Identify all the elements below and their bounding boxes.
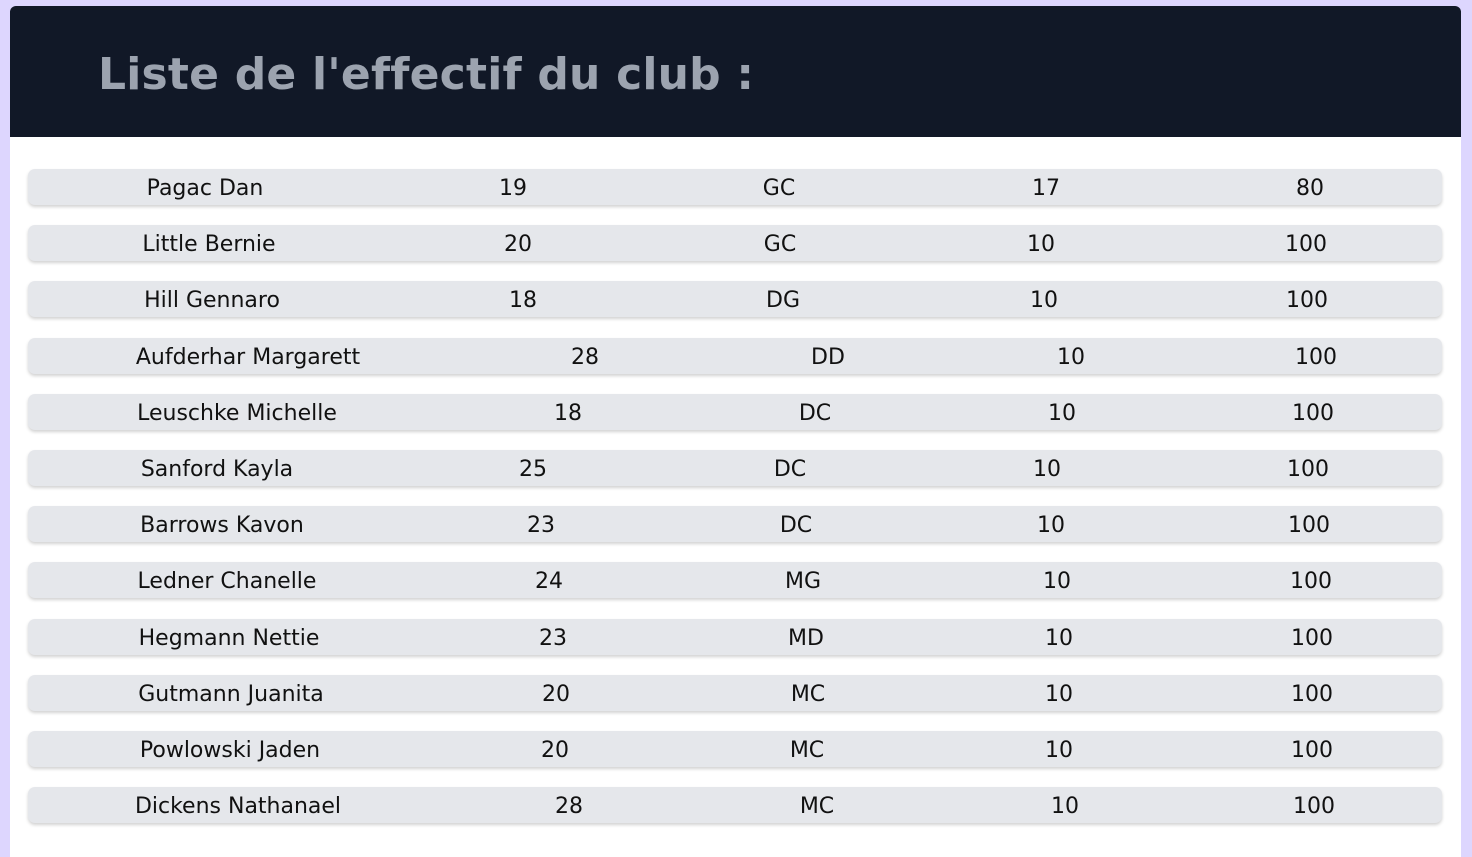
player-age: 28: [571, 344, 599, 370]
player-number: 10: [1051, 794, 1079, 820]
player-rating: 100: [1288, 513, 1330, 539]
player-position: MC: [789, 738, 825, 763]
player-position: MD: [788, 625, 824, 651]
player-name: Ledner Chanelle: [137, 569, 317, 595]
player-number: 10: [1045, 625, 1073, 651]
player-row[interactable]: Hegmann Nettie 23 MD 10 100: [28, 618, 1442, 655]
player-row[interactable]: Aufderhar Margarett 28 DD 10 100: [28, 337, 1442, 374]
player-row[interactable]: Gutmann Juanita 20 MC 10 100: [28, 674, 1442, 711]
player-name: Gutmann Juanita: [138, 681, 324, 707]
player-number: 10: [1045, 738, 1073, 763]
player-number: 10: [1037, 513, 1065, 539]
player-rating: 100: [1292, 400, 1334, 426]
player-row[interactable]: Leuschke Michelle 18 DC 10 100: [28, 393, 1442, 430]
player-name: Dickens Nathanael: [134, 794, 342, 820]
player-name: Aufderhar Margarett: [135, 344, 361, 370]
player-rating: 80: [1296, 176, 1324, 201]
player-position: GC: [762, 176, 796, 201]
player-position: DG: [766, 288, 800, 314]
player-name: Hill Gennaro: [144, 288, 280, 314]
player-number: 10: [1027, 232, 1055, 258]
player-number: 10: [1057, 344, 1085, 370]
roster-panel: Pagac Dan 19 GC 17 80 Little Bernie 20 GC 10 100 H…: [10, 137, 1461, 857]
player-row[interactable]: Hill Gennaro 18 DG 10 100: [28, 281, 1442, 318]
player-age: 25: [519, 457, 547, 482]
player-rating: 100: [1291, 625, 1333, 651]
player-age: 28: [555, 794, 583, 820]
player-position: DD: [811, 344, 845, 370]
player-position: MC: [790, 681, 826, 707]
player-name: Powlowski Jaden: [139, 738, 321, 763]
player-age: 24: [535, 569, 563, 595]
player-age: 23: [539, 625, 567, 651]
player-row[interactable]: Pagac Dan 19 GC 17 80: [28, 169, 1442, 205]
player-row[interactable]: Little Bernie 20 GC 10 100: [28, 225, 1442, 262]
player-row[interactable]: Sanford Kayla 25 DC 10 100: [28, 450, 1442, 486]
player-row[interactable]: Dickens Nathanael 28 MC 10 100: [28, 787, 1442, 824]
player-row[interactable]: Barrows Kavon 23 DC 10 100: [28, 506, 1442, 543]
player-number: 10: [1048, 400, 1076, 426]
player-rating: 100: [1286, 288, 1328, 314]
player-position: DC: [798, 400, 832, 426]
player-rating: 100: [1295, 344, 1337, 370]
player-name: Sanford Kayla: [140, 457, 294, 482]
player-number: 10: [1045, 681, 1073, 707]
player-name: Barrows Kavon: [140, 513, 304, 539]
player-rating: 100: [1291, 681, 1333, 707]
player-row[interactable]: Powlowski Jaden 20 MC 10 100: [28, 731, 1442, 767]
player-age: 20: [504, 232, 532, 258]
player-rating: 100: [1287, 457, 1329, 482]
player-name: Hegmann Nettie: [138, 625, 320, 651]
player-age: 23: [527, 513, 555, 539]
player-name: Pagac Dan: [146, 176, 264, 201]
player-position: GC: [763, 232, 797, 258]
player-rating: 100: [1285, 232, 1327, 258]
player-position: DC: [779, 513, 813, 539]
player-rating: 100: [1290, 569, 1332, 595]
player-age: 18: [554, 400, 582, 426]
page-title: Liste de l'effectif du club :: [98, 49, 755, 100]
player-name: Little Bernie: [142, 232, 276, 258]
player-row[interactable]: Ledner Chanelle 24 MG 10 100: [28, 562, 1442, 599]
player-rating: 100: [1293, 794, 1335, 820]
player-age: 19: [499, 176, 527, 201]
player-number: 10: [1033, 457, 1061, 482]
player-age: 20: [541, 738, 569, 763]
player-age: 20: [542, 681, 570, 707]
player-position: MG: [784, 569, 822, 595]
player-name: Leuschke Michelle: [137, 400, 337, 426]
player-number: 10: [1043, 569, 1071, 595]
player-number: 10: [1030, 288, 1058, 314]
page-header: Liste de l'effectif du club :: [10, 6, 1461, 137]
player-rating: 100: [1291, 738, 1333, 763]
player-age: 18: [509, 288, 537, 314]
player-number: 17: [1032, 176, 1060, 201]
player-position: DC: [773, 457, 807, 482]
player-position: MC: [799, 794, 835, 820]
